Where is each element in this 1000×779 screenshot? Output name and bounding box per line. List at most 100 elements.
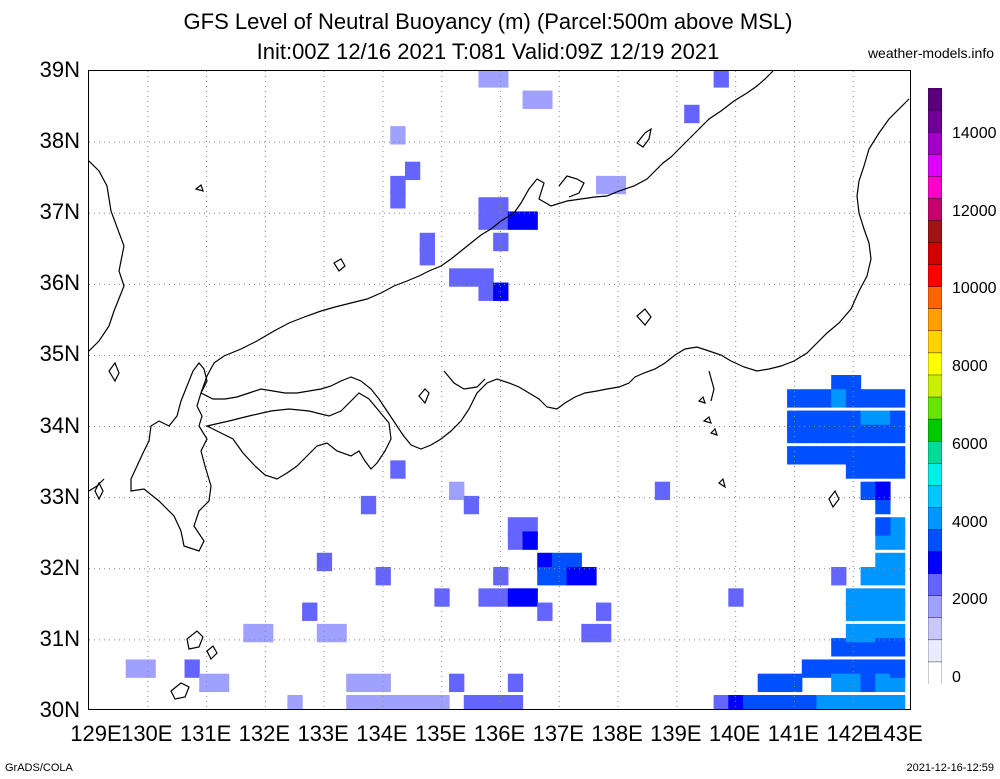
lnb-cell (463, 495, 480, 515)
lnb-cell (860, 602, 876, 621)
lnb-cell (801, 659, 818, 678)
lnb-cell (331, 623, 347, 643)
lnb-cell (199, 673, 215, 693)
lnb-cell (875, 695, 891, 709)
lon-tick-label: 134E (356, 721, 408, 746)
lnb-cell (889, 446, 906, 465)
lnb-cell (831, 659, 847, 678)
lnb-cell (375, 695, 391, 709)
lnb-cell (360, 495, 377, 515)
lnb-cell (889, 552, 906, 572)
lnb-cell (816, 424, 832, 444)
colorbar-segment (928, 551, 942, 575)
lnb-cell (463, 268, 480, 287)
colorbar-segment (928, 242, 942, 266)
lnb-cell (889, 638, 906, 657)
colorbar-label: 6000 (952, 435, 988, 453)
lnb-cell (581, 623, 597, 643)
lnb-cell (478, 211, 494, 230)
lnb-cell (346, 673, 362, 693)
lnb-cell (875, 567, 891, 586)
lnb-cell (581, 567, 597, 586)
lnb-cell (860, 567, 876, 586)
lnb-cell (845, 659, 862, 678)
lnb-cell (360, 673, 377, 693)
coastline (89, 71, 910, 700)
lnb-cell (860, 446, 876, 465)
lnb-cell (522, 517, 538, 536)
colorbar-segment (928, 264, 942, 288)
lnb-cell (684, 104, 700, 124)
lat-tick-label: 39N (39, 57, 80, 82)
lnb-cell (875, 410, 891, 429)
lat-tick-label: 30N (39, 697, 80, 722)
lnb-cell (507, 211, 524, 230)
lnb-cell (860, 695, 876, 709)
lnb-cell (787, 673, 803, 693)
lnb-cell (463, 695, 480, 709)
lnb-cell (831, 638, 847, 657)
lat-tick-label: 33N (39, 483, 80, 509)
lon-tick-label: 135E (415, 721, 467, 746)
lnb-cell (875, 389, 891, 408)
lnb-cell (478, 588, 494, 607)
lnb-cell (845, 375, 862, 394)
lat-tick-label: 34N (39, 412, 80, 438)
lnb-cell (434, 588, 450, 607)
colorbar-segment (928, 154, 942, 177)
lnb-cell (493, 71, 509, 88)
lnb-cell (507, 531, 524, 550)
lnb-cell (522, 588, 538, 607)
colorbar-segment (928, 352, 942, 376)
colorbar-segment (928, 109, 942, 133)
lnb-cell (875, 460, 891, 479)
lnb-cell (845, 424, 862, 444)
colorbar-label: 12000 (952, 202, 997, 220)
lnb-cell (596, 602, 612, 621)
lnb-cell (801, 424, 818, 444)
lnb-cell (478, 282, 494, 301)
lnb-cell (889, 567, 906, 586)
lnb-cell (875, 481, 891, 501)
lnb-cell (522, 531, 538, 550)
lnb-cell (302, 602, 318, 621)
map-svg (89, 71, 910, 709)
lnb-cell (404, 161, 421, 181)
lnb-cell (801, 410, 818, 429)
colorbar-segment (928, 595, 942, 619)
colorbar-segment (928, 308, 942, 332)
lnb-cell (816, 695, 832, 709)
lnb-cell (713, 71, 729, 88)
lnb-cell (566, 552, 582, 572)
lnb-cell (596, 623, 612, 643)
colorbar-label: 10000 (952, 280, 997, 298)
lnb-cell (566, 567, 582, 586)
lnb-cell (860, 410, 876, 429)
lnb-cell (860, 460, 876, 479)
lat-tick-label: 38N (39, 128, 80, 154)
lnb-cell (728, 695, 744, 709)
lon-tick-label: 140E (708, 721, 761, 746)
lnb-cell (713, 695, 729, 709)
lon-tick-label: 137E (532, 721, 584, 746)
lnb-cell (875, 673, 891, 693)
footer-right: 2021-12-16-12:59 (906, 762, 994, 774)
colorbar-segment (928, 440, 942, 464)
lnb-cell (875, 552, 891, 572)
lnb-cell (860, 389, 876, 408)
lnb-cell (816, 446, 832, 465)
lnb-cell (831, 673, 847, 693)
lnb-cell (507, 695, 524, 709)
colorbar (928, 88, 942, 684)
colorbar-label: 8000 (952, 358, 988, 376)
lnb-cell (346, 695, 362, 709)
colorbar-segment (928, 573, 942, 597)
lnb-cell (875, 517, 891, 536)
lnb-cell (125, 659, 142, 678)
lnb-cell (860, 638, 876, 657)
lnb-cell (787, 410, 803, 429)
lon-tick-label: 142E (826, 721, 878, 746)
lnb-cell (889, 460, 906, 479)
lnb-cell (772, 695, 788, 709)
lnb-cell (860, 659, 876, 678)
